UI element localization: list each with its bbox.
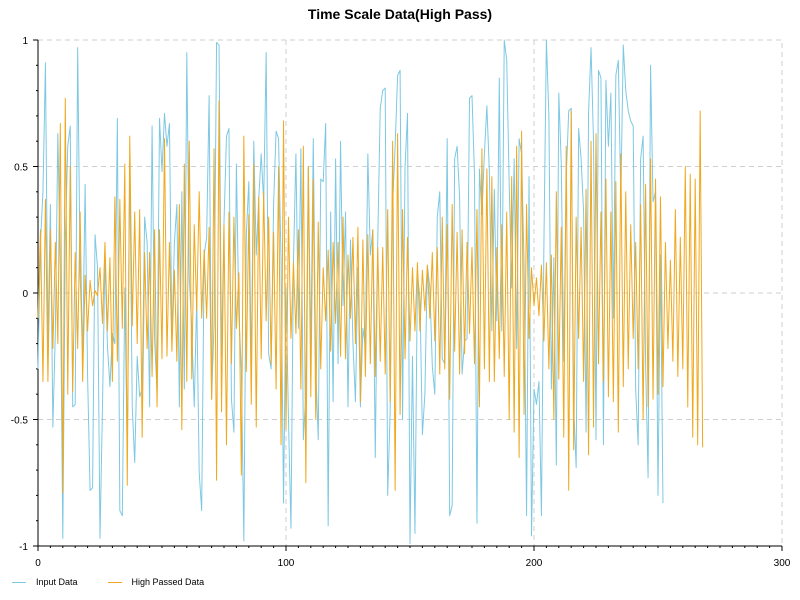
legend-line-input-data [12, 581, 26, 583]
y-tick-label: 1 [22, 36, 28, 47]
x-tick-label: 300 [774, 558, 791, 569]
legend-line-high-passed-data [107, 581, 122, 583]
series-line-high-passed-data [37, 97, 704, 494]
chart-title: Time Scale Data(High Pass) [307, 6, 493, 22]
x-tick-label: 200 [526, 558, 543, 569]
legend-label-high-passed-data: High Passed Data [131, 577, 205, 587]
tick-labels: 0 100 200 300 1 0.5 0 -0.5 -1 [11, 36, 791, 569]
legend-label-input-data: Input Data [36, 577, 78, 587]
y-tick-label: 0.5 [14, 163, 28, 174]
series-lines [37, 39, 704, 544]
x-tick-label: 100 [278, 558, 295, 569]
y-tick-label: -0.5 [11, 416, 29, 427]
legend: Input Data High Passed Data [12, 577, 234, 587]
y-tick-label: -1 [19, 542, 28, 553]
legend-item-high-passed-data: High Passed Data [107, 577, 205, 587]
x-tick-label: 0 [35, 558, 41, 569]
y-tick-label: 0 [22, 289, 28, 300]
axes [33, 39, 783, 551]
series-line-input-data [37, 39, 664, 544]
legend-item-input-data: Input Data [12, 577, 78, 587]
